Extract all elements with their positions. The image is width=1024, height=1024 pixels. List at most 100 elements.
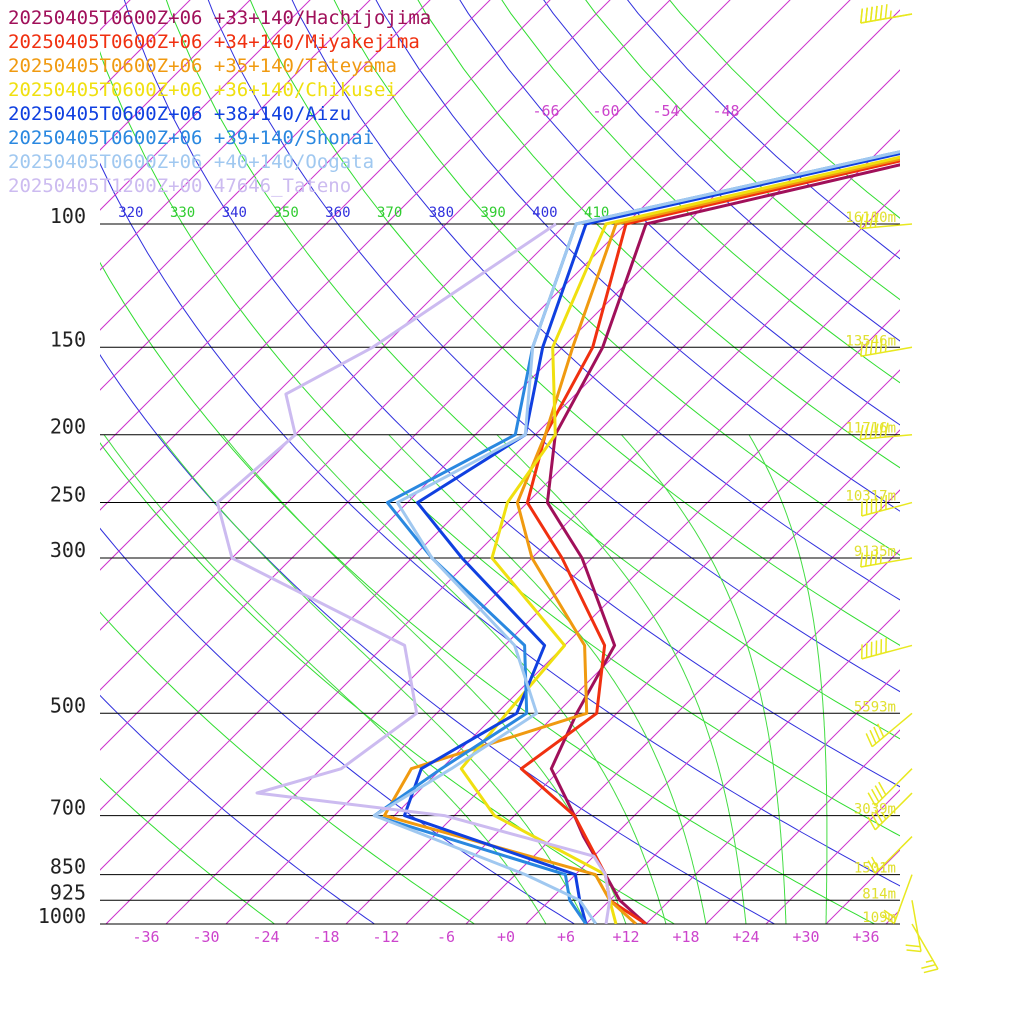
isotherm-line (165, 189, 900, 924)
isotherm-line (225, 249, 900, 924)
theta-label: 390 (481, 205, 506, 221)
temperature-tick-label: -30 (192, 928, 219, 946)
temperature-tick-label: +18 (672, 928, 699, 946)
temperature-tick-label: +6 (557, 928, 575, 946)
pressure-tick-label: 500 (50, 693, 86, 717)
height-label: 3039m (854, 802, 896, 818)
isobars (100, 223, 900, 925)
dry-adiabat-line (585, 0, 900, 301)
legend-entry: 20250405T0600Z+06 +33+140/Hachijojima (8, 7, 431, 29)
temperature-tick-label: +30 (792, 928, 819, 946)
wind-barb (859, 212, 913, 230)
dry-adiabat-line (100, 261, 876, 924)
dry-adiabat-line (100, 527, 576, 924)
temperature-tick-labels: -36 -30 -24 -18 -12 -6 +0 +6 +12 +18 +24 +30 +36 -66 -… (132, 102, 879, 946)
dry-adiabat-line (333, 0, 900, 556)
dry-adiabat-line (375, 0, 900, 512)
height-label: 10317m (845, 489, 896, 505)
isotherm-line (825, 849, 900, 924)
dry-adiabat-line (100, 162, 900, 887)
theta-label: 370 (377, 205, 402, 221)
moist-adiabat-line (748, 434, 828, 924)
pressure-tick-label: 850 (50, 855, 86, 879)
dry-adiabat-line (123, 0, 900, 788)
theta-label: 380 (429, 205, 454, 221)
height-labels: 16110m13546m11716m10317m9135m5593m3039m1… (845, 210, 896, 926)
wind-barb (911, 923, 939, 974)
isotherm-line (100, 0, 851, 751)
wind-barb (865, 712, 913, 748)
temperature-tick-label: -24 (252, 928, 279, 946)
wind-barb (881, 874, 913, 925)
wind-barb (905, 900, 922, 953)
upper-temperature-label: -60 (592, 102, 619, 120)
dry-adiabat-line (207, 0, 900, 693)
isotherm-line (100, 9, 900, 811)
series-line (402, 152, 900, 924)
moist-adiabat-line (297, 434, 667, 924)
upper-temperature-label: -48 (712, 102, 739, 120)
temperature-tick-label: +36 (852, 928, 879, 946)
series-line (382, 157, 900, 924)
isotherm-line (946, 0, 1024, 924)
dry-adiabats (100, 0, 900, 924)
legend-entry: 20250405T0600Z+06 +35+140/Tateyama (8, 55, 397, 77)
isotherm-line (585, 609, 900, 924)
isotherm-line (885, 909, 900, 924)
isotherm-line (705, 729, 900, 924)
legend-entry: 20250405T0600Z+06 +39+140/Shonai (8, 127, 374, 149)
theta-label: 350 (273, 205, 298, 221)
dry-adiabat-line (100, 611, 476, 924)
wind-barb (860, 549, 913, 568)
temperature-tick-label: -18 (312, 928, 339, 946)
height-label: 16110m (845, 210, 896, 226)
height-label: 9135m (854, 544, 896, 560)
dry-adiabat-line (165, 0, 900, 740)
dry-adiabat-line (100, 354, 776, 924)
temperature-tick-label: -36 (132, 928, 159, 946)
legend-entry: 20250405T0600Z+06 +40+140/Oogata (8, 151, 374, 173)
sounding-series (215, 150, 900, 924)
legend-entry: 20250405T1200Z+00 47646_Tateno (8, 175, 351, 197)
wind-barb (860, 338, 913, 358)
isotherm-line (465, 489, 900, 924)
isotherm-line (100, 0, 791, 691)
theta-label: 330 (170, 205, 195, 221)
moist-adiabat-line (496, 434, 747, 924)
height-label: 1501m (854, 861, 896, 877)
pressure-tick-label: 925 (50, 880, 86, 904)
series-line (215, 222, 612, 924)
pressure-tick-label: 700 (50, 796, 86, 820)
dry-adiabat-line (417, 0, 900, 469)
upper-temperature-label: -54 (652, 102, 679, 120)
isotherm-line (105, 129, 900, 924)
isotherm-line (525, 549, 900, 924)
wind-barb (867, 836, 913, 874)
theta-label: 360 (325, 205, 350, 221)
height-label: 13546m (845, 333, 896, 349)
wind-barb (859, 422, 913, 441)
isotherm-line (285, 309, 900, 924)
temperature-tick-label: +0 (497, 928, 515, 946)
height-label: 814m (862, 886, 896, 902)
wind-barb (867, 792, 913, 831)
dry-adiabat-line (249, 0, 900, 646)
theta-label: 320 (118, 205, 143, 221)
isotherm-line (100, 0, 551, 451)
pressure-tick-label: 300 (50, 538, 86, 562)
dry-adiabat-line (501, 0, 900, 384)
isotherm-line (405, 429, 900, 924)
wind-barb (860, 4, 913, 24)
dry-adiabat-line (100, 51, 900, 837)
pressure-tick-label: 100 (50, 204, 86, 228)
wind-barb (861, 494, 913, 517)
wind-barb (867, 768, 913, 807)
isotherm-line (645, 669, 900, 924)
moist-adiabat-line (621, 434, 787, 924)
dry-adiabat-line (291, 0, 900, 601)
legend-entry: 20250405T0600Z+06 +34+140/Miyakejima (8, 31, 420, 53)
moist-adiabat-line (222, 434, 627, 924)
series-line (372, 150, 900, 924)
